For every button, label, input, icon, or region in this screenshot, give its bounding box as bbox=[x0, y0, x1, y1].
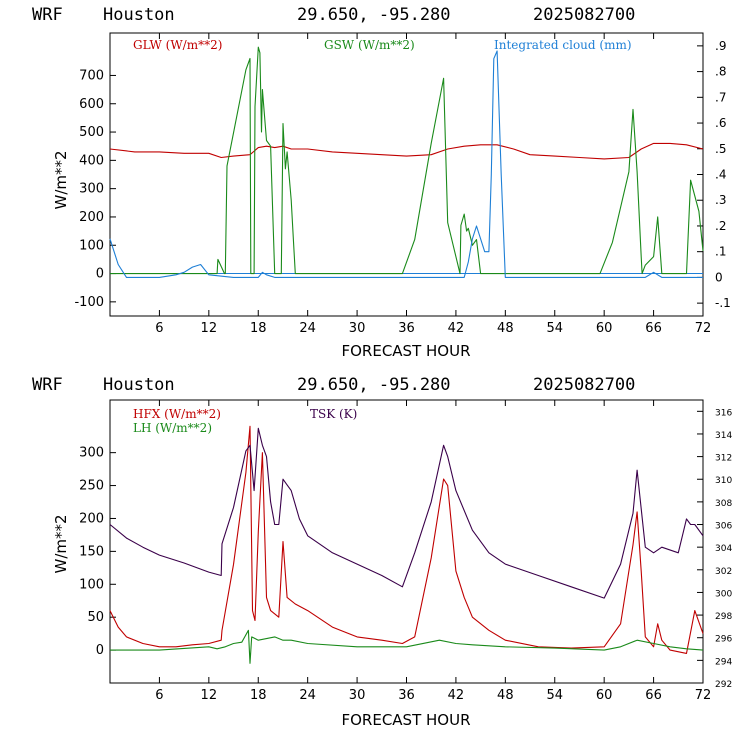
header-run: 2025082700 bbox=[533, 5, 635, 25]
y2-tick-label: 292 bbox=[715, 680, 732, 690]
plot-frame bbox=[109, 399, 704, 684]
y-tick-label: -100 bbox=[74, 295, 104, 310]
legend-hfx: HFX (W/m**2) bbox=[133, 407, 221, 421]
x-tick-label: 54 bbox=[546, 688, 563, 703]
y-tick-label: 0 bbox=[96, 643, 104, 658]
y2-tick-label: .7 bbox=[715, 90, 726, 104]
x-tick-label: 72 bbox=[695, 321, 712, 336]
y2-tick-label: 294 bbox=[715, 657, 732, 667]
y2-tick-label: 300 bbox=[715, 589, 732, 599]
legend-tsk: TSK (K) bbox=[310, 407, 357, 421]
x-tick-label: 24 bbox=[299, 688, 316, 703]
y2-tick-label: 314 bbox=[715, 431, 732, 441]
panel-bottom: WRF Houston 29.650, -95.280 2025082700 F… bbox=[32, 375, 732, 729]
y2-tick-label: -.1 bbox=[715, 296, 731, 310]
x-tick-label: 42 bbox=[448, 321, 465, 336]
y-tick-label: 50 bbox=[87, 610, 104, 625]
series-line-hfx bbox=[109, 425, 704, 654]
x-tick-label: 48 bbox=[497, 688, 514, 703]
y2-tick-label: 298 bbox=[715, 612, 732, 622]
x-tick-label: 6 bbox=[155, 321, 163, 336]
x-tick-label: 42 bbox=[448, 688, 465, 703]
header-model: WRF bbox=[32, 5, 63, 25]
y-tick-label: 200 bbox=[79, 210, 104, 225]
x-tick-label: 60 bbox=[596, 688, 613, 703]
y2-tick-label: .8 bbox=[715, 65, 726, 79]
legend-gsw: GSW (W/m**2) bbox=[324, 38, 415, 52]
legend-cloud: Integrated cloud (mm) bbox=[494, 38, 632, 52]
y-tick-label: 600 bbox=[79, 97, 104, 112]
series-line-glw bbox=[109, 142, 704, 160]
header-coords: 29.650, -95.280 bbox=[297, 5, 451, 25]
y-tick-label: 100 bbox=[79, 577, 104, 592]
x-tick-label: 30 bbox=[349, 688, 366, 703]
y-tick-label: 200 bbox=[79, 511, 104, 526]
y-tick-label: 700 bbox=[79, 68, 104, 83]
y2-tick-label: .4 bbox=[715, 168, 726, 182]
y2-tick-label: 0 bbox=[715, 270, 723, 284]
panel-top: WRF Houston 29.650, -95.280 2025082700 F… bbox=[32, 5, 731, 360]
y2-tick-label: .5 bbox=[715, 142, 726, 156]
x-axis-label: FORECAST HOUR bbox=[341, 342, 470, 360]
x-tick-label: 12 bbox=[201, 688, 218, 703]
x-tick-label: 66 bbox=[645, 688, 662, 703]
header-run: 2025082700 bbox=[533, 375, 635, 395]
y-tick-label: 400 bbox=[79, 153, 104, 168]
y-tick-label: 500 bbox=[79, 125, 104, 140]
legend-lh: LH (W/m**2) bbox=[133, 421, 212, 435]
series-line-integrated bbox=[109, 50, 703, 278]
x-tick-label: 18 bbox=[250, 688, 267, 703]
y2-tick-label: .6 bbox=[715, 116, 726, 130]
y2-tick-label: 316 bbox=[715, 408, 732, 418]
x-axis-label: FORECAST HOUR bbox=[341, 711, 470, 729]
x-tick-label: 6 bbox=[155, 688, 163, 703]
y2-tick-label: .2 bbox=[715, 219, 726, 233]
plot-area-top: 6 12 18 24 30 36 42 48 54 60 66 72 -100 0 100 200 300 400… bbox=[74, 32, 731, 336]
y-axis-label: W/m**2 bbox=[52, 514, 70, 573]
plot-area-bottom: 6 12 18 24 30 36 42 48 54 60 66 72 0 50 100 150 200 250 30… bbox=[79, 399, 732, 703]
y2-tick-label: .3 bbox=[715, 193, 726, 207]
header-coords: 29.650, -95.280 bbox=[297, 375, 451, 395]
y2-tick-label: 310 bbox=[715, 476, 732, 486]
y2-tick-label: 306 bbox=[715, 522, 732, 532]
y-tick-label: 300 bbox=[79, 182, 104, 197]
x-tick-label: 24 bbox=[299, 321, 316, 336]
y2-tick-label: 302 bbox=[715, 567, 732, 577]
x-tick-label: 60 bbox=[596, 321, 613, 336]
y2-tick-label: 296 bbox=[715, 635, 732, 645]
x-tick-label: 66 bbox=[645, 321, 662, 336]
x-tick-label: 18 bbox=[250, 321, 267, 336]
y2-tick-label: .1 bbox=[715, 245, 726, 259]
series-line-tsk bbox=[109, 427, 704, 599]
x-tick-label: 36 bbox=[398, 321, 415, 336]
series-line-gsw bbox=[110, 46, 704, 275]
y-tick-label: 300 bbox=[79, 446, 104, 461]
y-tick-label: 0 bbox=[96, 267, 104, 282]
header-city: Houston bbox=[103, 375, 175, 395]
series-line-lh bbox=[110, 629, 704, 664]
y-axis-label: W/m**2 bbox=[52, 150, 70, 209]
y2-tick-label: .9 bbox=[715, 39, 726, 53]
x-tick-label: 12 bbox=[201, 321, 218, 336]
legend-glw: GLW (W/m**2) bbox=[133, 38, 222, 52]
y2-tick-label: 308 bbox=[715, 499, 732, 509]
x-tick-label: 36 bbox=[398, 688, 415, 703]
y-tick-label: 100 bbox=[79, 238, 104, 253]
y2-tick-label: 304 bbox=[715, 544, 732, 554]
header-city: Houston bbox=[103, 5, 175, 25]
x-tick-label: 48 bbox=[497, 321, 514, 336]
x-tick-label: 30 bbox=[349, 321, 366, 336]
x-tick-label: 54 bbox=[546, 321, 563, 336]
x-tick-label: 72 bbox=[695, 688, 712, 703]
header-model: WRF bbox=[32, 375, 63, 395]
y-tick-label: 250 bbox=[79, 479, 104, 494]
y-tick-label: 150 bbox=[79, 544, 104, 559]
y2-tick-label: 312 bbox=[715, 454, 732, 464]
